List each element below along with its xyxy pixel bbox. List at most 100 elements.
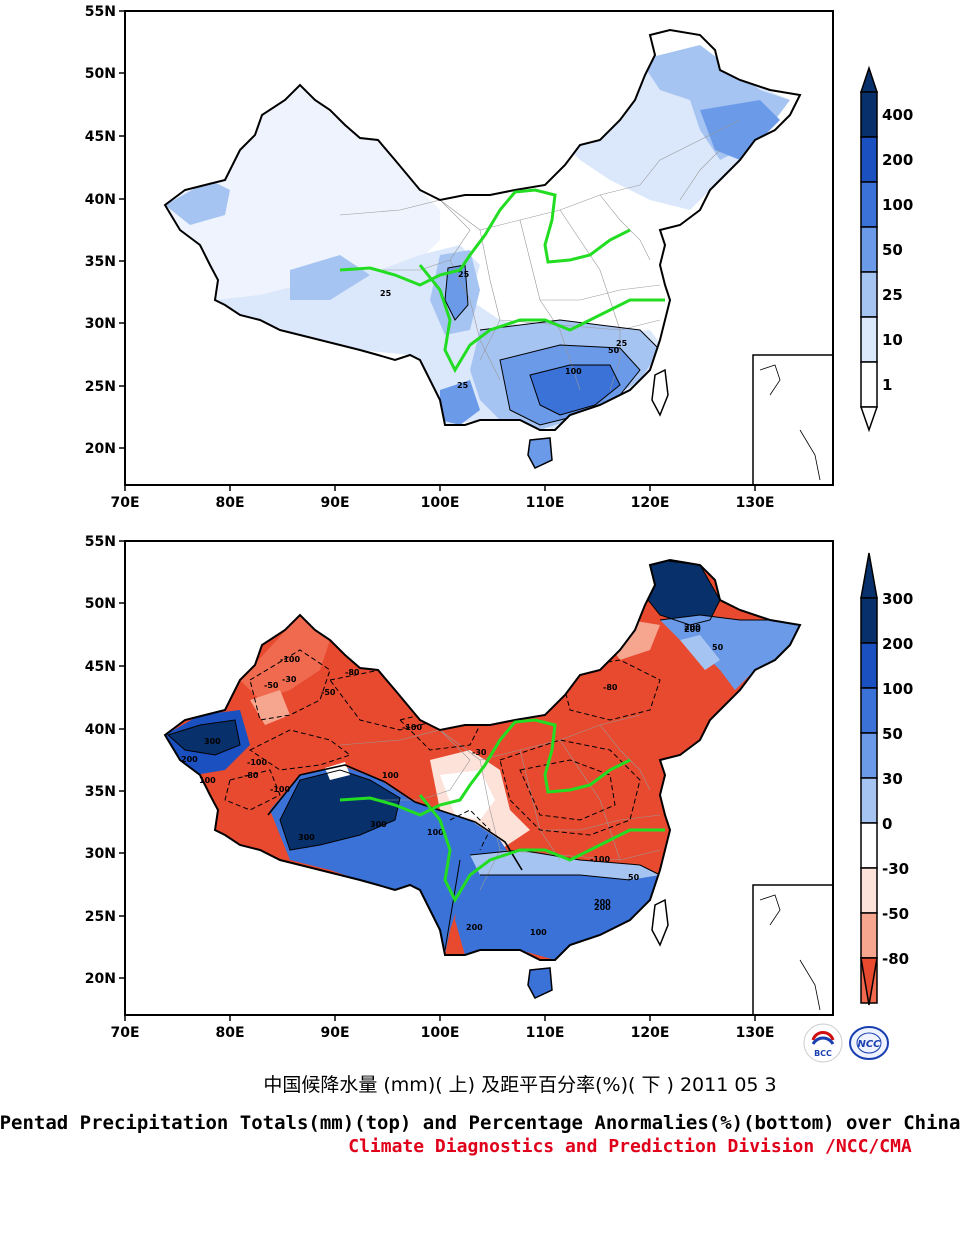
colorbar-cap-bottom — [859, 406, 879, 433]
lon-tick-label: 120E — [631, 495, 670, 511]
colorbar-label: 1 — [882, 376, 892, 394]
lat-tick-label: 25N — [85, 379, 116, 395]
contour-label: 300 — [204, 737, 221, 746]
colorbar-swatch — [860, 867, 878, 914]
colorbar-label: -50 — [882, 905, 909, 923]
colorbar-swatch — [860, 687, 878, 734]
contour-label: 50 — [608, 346, 620, 355]
longitude-tick-labels: 70E 80E 90E 100E 110E 120E 130E — [110, 1025, 774, 1041]
lat-tick-label: 45N — [85, 659, 116, 675]
bcc-logo: BCC — [802, 1022, 844, 1064]
colorbar-swatch — [860, 777, 878, 824]
colorbar-label: 300 — [882, 590, 913, 608]
contour-labels: 25 25 25 25 50 100 — [380, 270, 628, 390]
precipitation-anomaly-map: 300 300 200 100 100 -100 -80 -50 -30 200… — [0, 530, 960, 1050]
colorbar-label: 30 — [882, 770, 903, 788]
lon-tick-label: 110E — [526, 1025, 565, 1041]
longitude-tick-labels: 70E 80E 90E 100E 110E 120E 130E — [110, 495, 774, 511]
yellow-river — [339, 188, 631, 287]
hainan-island — [527, 437, 553, 469]
china-border — [163, 28, 802, 431]
colorbar-swatch — [860, 136, 878, 183]
map-frame — [124, 10, 834, 486]
contour-label: 200 — [594, 903, 611, 912]
colorbar-swatch — [860, 91, 878, 138]
bcc-logo-text: BCC — [814, 1049, 832, 1058]
contour-label: -100 — [590, 855, 610, 864]
lat-tick-label: 20N — [85, 441, 116, 457]
lon-tick-label: 110E — [526, 495, 565, 511]
ncc-logo: NCC — [848, 1022, 890, 1064]
precipitation-anomaly-map-panel: 300 300 200 100 100 -100 -80 -50 -30 200… — [0, 530, 960, 1050]
contour-label: 25 — [380, 289, 392, 298]
contour-label: -80 — [603, 683, 618, 692]
colorbar-label: 50 — [882, 725, 903, 743]
english-caption: Pentad Precipitation Totals(mm)(top) and… — [0, 1112, 960, 1134]
colorbar-label: 25 — [882, 286, 903, 304]
taiwan-island — [651, 898, 669, 947]
colorbar-label: 50 — [882, 241, 903, 259]
colorbar-swatch — [860, 316, 878, 363]
contour-label: -30 — [472, 748, 487, 757]
south-china-sea-inset — [752, 884, 834, 1016]
contour-label: -30 — [282, 675, 297, 684]
lon-tick-label: 80E — [215, 495, 244, 511]
precipitation-totals-map: 25 25 25 25 50 100 55N 50N 45N 40N 35N 3… — [0, 0, 960, 520]
lat-tick-label: 40N — [85, 192, 116, 208]
lon-tick-label: 80E — [215, 1025, 244, 1041]
lat-tick-label: 45N — [85, 129, 116, 145]
lon-tick-label: 100E — [421, 495, 460, 511]
contour-label: 100 — [199, 776, 216, 785]
lat-tick-label: 35N — [85, 784, 116, 800]
contour-label: -100 — [402, 723, 422, 732]
contour-label: -100 — [247, 758, 267, 767]
map-frame — [124, 540, 834, 1016]
precipitation-totals-map-panel: 25 25 25 25 50 100 55N 50N 45N 40N 35N 3… — [0, 0, 960, 520]
contour-labels: 300 300 200 100 100 -100 -80 -50 -30 200… — [181, 623, 724, 937]
colorbar-swatch — [860, 912, 878, 959]
colorbar-label: 400 — [882, 106, 913, 124]
lat-tick-label: 40N — [85, 722, 116, 738]
taiwan-island — [651, 368, 669, 417]
colorbar-label: -80 — [882, 950, 909, 968]
contour-label: 200 — [594, 898, 611, 907]
colorbar-swatch — [860, 597, 878, 644]
colorbar-swatch — [860, 181, 878, 228]
lon-tick-label: 70E — [110, 495, 139, 511]
contour-label: -50 — [264, 681, 279, 690]
hainan-island — [527, 967, 553, 999]
contour-label: -80 — [244, 771, 259, 780]
contour-label: 200 — [466, 923, 483, 932]
lat-tick-label: 30N — [85, 316, 116, 332]
contour-label: 100 — [427, 828, 444, 837]
contour-label: 100 — [382, 771, 399, 780]
chinese-caption: 中国候降水量 (mm)( 上) 及距平百分率(%)( 下 ) 2011 05 3 — [263, 1074, 777, 1096]
contour-label: 100 — [530, 928, 547, 937]
colorbar-swatch — [860, 271, 878, 318]
lat-tick-label: 55N — [85, 534, 116, 550]
contour-label: -100 — [270, 785, 290, 794]
contour-label: 200 — [181, 755, 198, 764]
province-boundaries — [339, 119, 741, 391]
province-boundaries — [339, 714, 661, 891]
colorbar-anomalies: 300 200 100 50 30 0 -30 -50 -80 — [860, 552, 913, 1006]
colorbar-swatch — [860, 732, 878, 779]
colorbar-label: 100 — [882, 680, 913, 698]
latitude-tick-labels: 55N 50N 45N 40N 35N 30N 25N 20N — [85, 4, 116, 457]
contour-label: 200 — [684, 625, 701, 634]
colorbar-swatch — [860, 226, 878, 273]
lat-tick-label: 50N — [85, 66, 116, 82]
division-credit: Climate Diagnostics and Prediction Divis… — [348, 1136, 912, 1157]
contour-label: 25 — [616, 339, 628, 348]
lat-tick-label: 20N — [85, 971, 116, 987]
rivers — [339, 188, 665, 374]
china-border — [163, 558, 802, 961]
contour-label: 50 — [628, 873, 640, 882]
colorbar-totals: 400 200 100 50 25 10 1 — [859, 65, 913, 433]
colorbar-swatch — [860, 642, 878, 689]
rivers — [339, 718, 665, 904]
colorbar-label: 100 — [882, 196, 913, 214]
colorbar-label: -30 — [882, 860, 909, 878]
colorbar-swatch — [860, 361, 878, 408]
lat-tick-label: 25N — [85, 909, 116, 925]
